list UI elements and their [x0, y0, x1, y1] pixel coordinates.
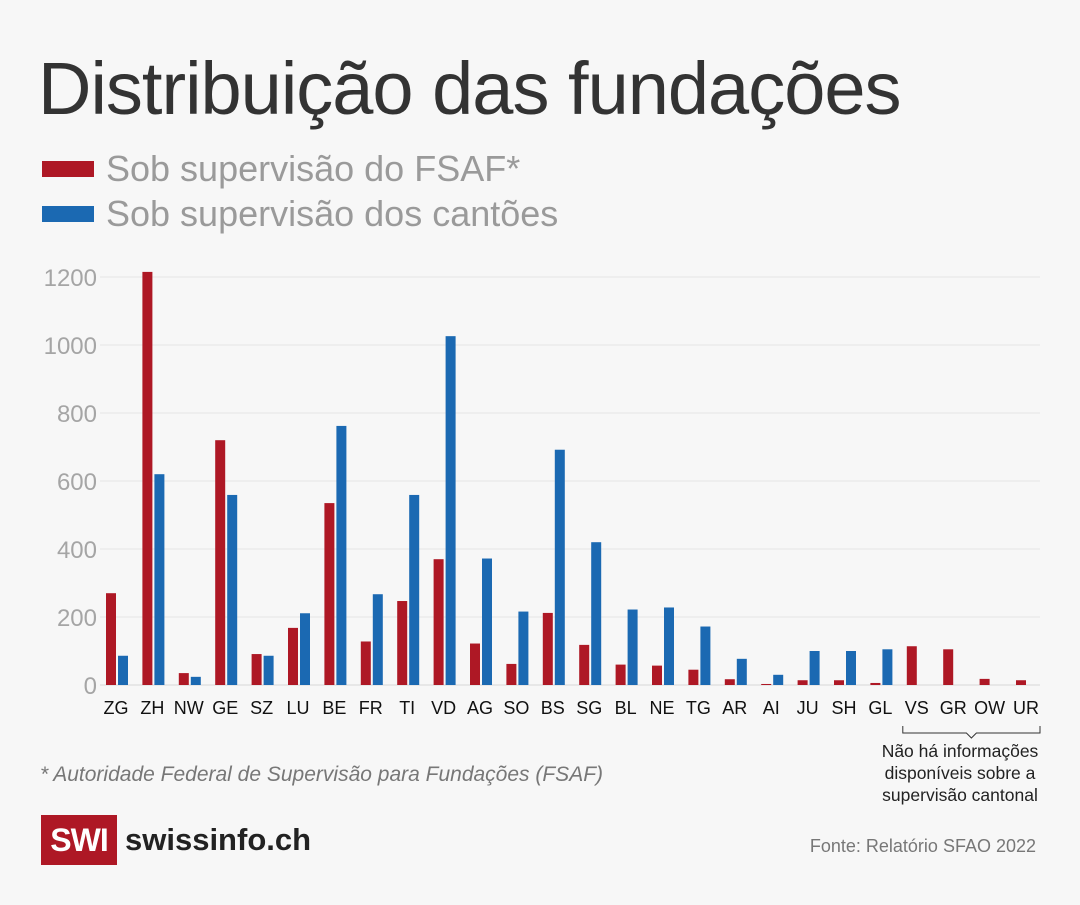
bar-ai-cantons: [773, 674, 784, 685]
y-tick-label: 0: [84, 673, 97, 700]
bar-lu-fsaf: [288, 627, 298, 685]
bar-be-cantons: [336, 425, 347, 685]
bar-sz-fsaf: [251, 654, 262, 685]
bar-ju-fsaf: [797, 680, 808, 685]
bar-zg-fsaf: [106, 593, 116, 685]
x-tick-label: TI: [399, 698, 415, 718]
bar-ge-fsaf: [215, 440, 226, 685]
bar-ne-fsaf: [652, 665, 662, 685]
bar-nw-fsaf: [178, 673, 189, 685]
x-tick-label: NE: [649, 698, 674, 718]
legend-item-cantons: Sob supervisão dos cantões: [42, 193, 558, 235]
y-tick-label: 400: [57, 537, 97, 564]
bar-zh-cantons: [154, 474, 165, 685]
bar-tg-fsaf: [688, 669, 699, 685]
bar-ow-fsaf: [979, 678, 990, 685]
legend-swatch-red: [42, 161, 94, 177]
x-tick-label: AR: [722, 698, 747, 718]
bar-sg-cantons: [591, 542, 602, 685]
x-tick-label: LU: [286, 698, 309, 718]
x-tick-label: GE: [212, 698, 238, 718]
x-tick-label: ZG: [104, 698, 129, 718]
bar-be-fsaf: [324, 503, 335, 685]
bar-ur-fsaf: [1016, 680, 1026, 685]
x-tick-label: GR: [940, 698, 967, 718]
bar-ju-cantons: [809, 651, 820, 685]
x-tick-label: SO: [503, 698, 529, 718]
footnote: * Autoridade Federal de Supervisão para …: [40, 763, 604, 786]
x-tick-label: VS: [905, 698, 929, 718]
source-text: Fonte: Relatório SFAO 2022: [809, 836, 1036, 856]
bar-fr-fsaf: [360, 641, 371, 685]
x-tick-label: NW: [174, 698, 204, 718]
bar-sg-fsaf: [579, 644, 590, 685]
y-tick-label: 1000: [44, 333, 97, 360]
chart-title: Distribuição das fundações: [38, 47, 902, 130]
x-tick-label: BS: [541, 698, 565, 718]
x-tick-label: SG: [576, 698, 602, 718]
bracket-no-data: [902, 726, 1041, 739]
bar-sz-cantons: [263, 655, 274, 685]
bar-tg-cantons: [700, 626, 711, 685]
bar-so-fsaf: [506, 663, 517, 685]
bar-so-cantons: [518, 611, 529, 685]
bar-ti-fsaf: [397, 601, 408, 685]
legend-item-fsaf: Sob supervisão do FSAF*: [42, 148, 520, 190]
x-tick-label: JU: [797, 698, 819, 718]
bar-lu-cantons: [300, 613, 310, 685]
y-tick-label: 1200: [44, 265, 97, 292]
bar-ai-fsaf: [761, 683, 772, 685]
bar-gl-fsaf: [870, 682, 881, 685]
bar-gr-fsaf: [943, 649, 954, 685]
y-tick-label: 200: [57, 605, 97, 632]
x-tick-label: SZ: [250, 698, 273, 718]
bar-ge-cantons: [227, 494, 238, 685]
bar-nw-cantons: [190, 676, 201, 685]
x-tick-label: SH: [831, 698, 856, 718]
swi-logo: SWI swissinfo.ch: [41, 815, 311, 865]
x-tick-label: VD: [431, 698, 456, 718]
x-tick-label: BE: [322, 698, 346, 718]
bar-fr-cantons: [372, 594, 383, 685]
bar-vd-cantons: [445, 336, 456, 685]
legend-label: Sob supervisão dos cantões: [106, 193, 559, 234]
logo-text: swissinfo.ch: [125, 822, 312, 857]
bar-sh-fsaf: [834, 680, 844, 685]
x-tick-label: TG: [686, 698, 711, 718]
x-tick-label: FR: [359, 698, 383, 718]
bar-ar-cantons: [736, 658, 747, 685]
legend-label: Sob supervisão do FSAF*: [106, 148, 521, 189]
x-tick-label: AI: [763, 698, 780, 718]
bar-ag-cantons: [482, 558, 492, 685]
bar-zh-fsaf: [142, 271, 153, 685]
bar-ag-fsaf: [470, 643, 480, 685]
bar-ti-cantons: [409, 494, 420, 685]
x-tick-label: AG: [467, 698, 493, 718]
x-tick-label: ZH: [140, 698, 164, 718]
bar-bl-fsaf: [615, 664, 626, 685]
bar-vs-fsaf: [906, 646, 917, 685]
x-tick-label: UR: [1013, 698, 1039, 718]
bar-bs-cantons: [554, 449, 565, 685]
x-tick-label: BL: [615, 698, 637, 718]
bar-bs-fsaf: [542, 612, 553, 685]
x-tick-label: GL: [868, 698, 892, 718]
logo-box: SWI: [41, 815, 117, 865]
bar-ar-fsaf: [724, 679, 735, 685]
bar-vd-fsaf: [433, 559, 444, 685]
bar-ne-cantons: [664, 607, 674, 685]
annotation-no-data: Não há informações disponíveis sobre a s…: [881, 741, 1039, 805]
bar-bl-cantons: [627, 609, 638, 685]
legend-swatch-blue: [42, 206, 94, 222]
bar-sh-cantons: [846, 651, 856, 685]
bar-zg-cantons: [118, 655, 128, 685]
y-tick-label: 800: [57, 401, 97, 428]
bar-gl-cantons: [882, 649, 893, 685]
x-tick-label: OW: [974, 698, 1005, 718]
y-tick-label: 600: [57, 469, 97, 496]
